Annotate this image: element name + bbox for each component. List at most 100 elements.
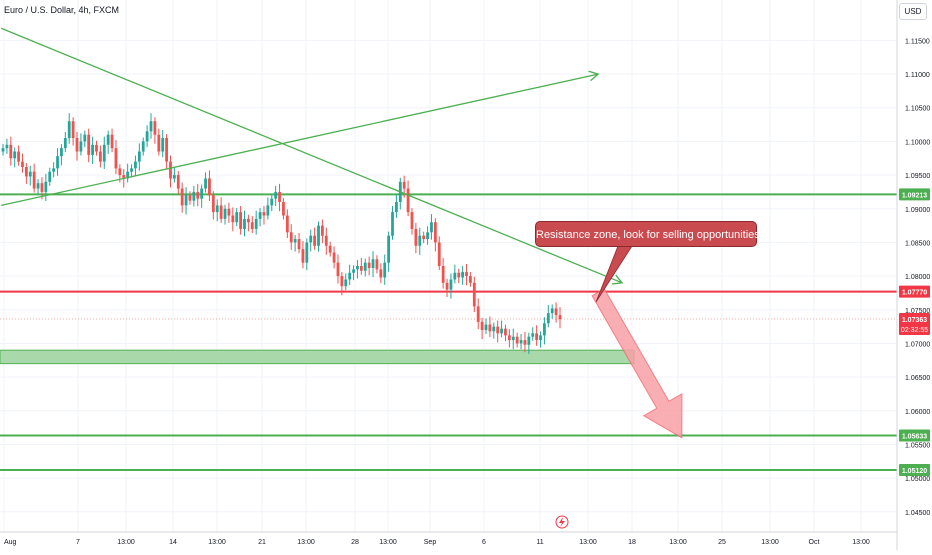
candle-body (200, 188, 204, 199)
candle-body (476, 306, 480, 322)
candle-body (235, 212, 239, 223)
candle-body (422, 235, 426, 240)
price-label-text: 1.09213 (902, 192, 927, 199)
candle-body (445, 282, 449, 290)
projection-arrow (591, 288, 683, 439)
price-label-text: 1.05120 (902, 468, 927, 475)
symbol-title: Euro / U.S. Dollar, 4h, FXCM (4, 5, 120, 15)
currency-button[interactable]: USD (899, 3, 927, 20)
candle-body (208, 178, 211, 196)
candle-body (172, 175, 176, 179)
candle-body (169, 161, 172, 179)
candle-body (515, 336, 519, 344)
candle-body (192, 191, 196, 201)
candle-body (531, 333, 535, 337)
y-tick-label: 1.05500 (905, 442, 930, 449)
candle-body (110, 134, 114, 149)
candle-body (75, 138, 79, 152)
candle-body (293, 239, 297, 243)
candle-body (535, 333, 539, 341)
price-label-1.07770: 1.07770 (899, 285, 930, 298)
candle-body (130, 168, 133, 172)
candle-body (328, 245, 332, 253)
ascending-trendline-arrowhead (588, 70, 600, 82)
x-tick-label: 28 (351, 539, 359, 546)
candle-body (414, 228, 418, 246)
candle-body (332, 252, 336, 263)
y-tick-label: 1.10500 (905, 106, 930, 113)
candle-body (480, 321, 484, 330)
candle-body (426, 232, 429, 240)
candle-body (211, 195, 215, 213)
y-tick-label: 1.07500 (905, 308, 930, 315)
candle-body (231, 215, 235, 223)
candle-body (418, 235, 422, 246)
candle-body (344, 279, 348, 287)
candle-body (48, 171, 52, 182)
candle-body (145, 131, 149, 142)
candle-body (507, 335, 511, 341)
candle-body (254, 218, 258, 229)
annotation-callout: Resistance zone, look for selling opport… (535, 221, 760, 247)
candle-body (134, 161, 137, 169)
candle-body (437, 242, 441, 266)
candle-body (289, 232, 293, 243)
candle-body (243, 218, 246, 229)
x-tick-label: 18 (628, 539, 636, 546)
candle-body (457, 272, 461, 278)
candle-body (441, 266, 445, 283)
y-tick-label: 1.08500 (905, 240, 930, 247)
candle-body (106, 134, 110, 145)
candle-body (472, 282, 476, 307)
candle-body (118, 168, 122, 176)
price-label-text: 1.07770 (902, 290, 927, 297)
candle-body (270, 198, 274, 206)
demand-zone (0, 349, 635, 365)
candle-body (28, 171, 32, 177)
candle-body (492, 326, 496, 332)
candle-body (313, 235, 317, 246)
candle-body (184, 195, 188, 206)
candle-body (157, 134, 161, 152)
candle-body (67, 121, 71, 139)
x-tick-label: 13:00 (208, 539, 226, 546)
candle-body (539, 335, 542, 341)
candle-body (21, 161, 24, 168)
candle-body (379, 269, 383, 278)
candle-body (359, 266, 363, 271)
candle-body (239, 212, 243, 229)
y-tick-label: 1.04500 (905, 510, 930, 517)
candle-body (546, 313, 550, 324)
candle-body (278, 191, 281, 203)
candle-body (383, 262, 387, 278)
candle-body (453, 272, 457, 280)
candle-body (102, 144, 106, 162)
candle-body (449, 279, 453, 290)
x-tick-label: Sep (424, 539, 437, 546)
candle-body (149, 121, 153, 132)
candle-body (266, 205, 270, 216)
candle-body (406, 188, 410, 213)
candle-body (371, 259, 375, 269)
candle-body (71, 121, 75, 139)
candle-body (340, 276, 344, 287)
candle-body (141, 141, 145, 152)
candle-body (165, 138, 168, 162)
price-label-bg (899, 429, 930, 442)
candle-body (274, 191, 278, 199)
price-labels: 1.09213 1.07770 1.07363 02:32:55 1.05633 1.05… (899, 188, 930, 477)
candle-body (5, 144, 9, 149)
candle-body (387, 235, 391, 263)
descending-trendline-arrowhead (612, 274, 624, 285)
lightning-icon (555, 515, 569, 529)
y-tick-label: 1.10000 (905, 139, 930, 146)
x-tick-label: Aug (4, 539, 17, 546)
candle-body (63, 138, 67, 149)
x-tick-label: Oct (809, 539, 820, 546)
trend-lines (0, 27, 624, 285)
candle-body (13, 151, 17, 159)
candle-body (305, 242, 309, 263)
candle-body (17, 151, 20, 162)
